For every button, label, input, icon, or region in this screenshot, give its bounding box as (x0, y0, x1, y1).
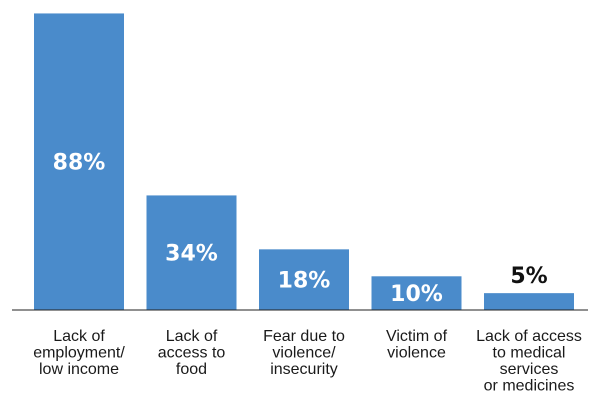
category-label-5: Lack of access to medical services or medic… (476, 328, 582, 395)
category-label-line: Fear due to (263, 328, 345, 345)
category-label-line: insecurity (270, 361, 338, 378)
category-label-line: access to (158, 345, 226, 362)
category-label-3: Fear due to violence/insecurity (263, 328, 345, 378)
category-label-line: or medicines (484, 378, 575, 395)
category-label-line: Victim of (386, 328, 448, 345)
category-label-line: Lack of access (476, 328, 582, 345)
category-label-line: employment/ (33, 345, 125, 362)
value-label-1: 88% (53, 151, 106, 176)
category-label-line: Lack of (166, 328, 218, 345)
bar-5 (484, 293, 574, 310)
category-label-line: violence (387, 345, 446, 362)
category-label-2: Lack of access to food (158, 328, 226, 378)
value-label-4: 10% (390, 282, 443, 307)
bar-3 (259, 249, 349, 310)
value-label-2: 34% (165, 242, 218, 267)
bar-1 (34, 13, 124, 310)
bars-group (34, 13, 574, 310)
category-label-line: violence/ (272, 345, 336, 362)
category-label-line: to medical (493, 345, 566, 362)
category-label-line: Lack of (53, 328, 105, 345)
category-label-line: services (500, 361, 559, 378)
category-label-4: Victim of violence (386, 328, 448, 362)
category-label-line: food (176, 361, 207, 378)
category-label-line: low income (39, 361, 119, 378)
value-label-5: 5% (510, 264, 547, 289)
bar-4 (371, 276, 462, 310)
category-label-1: Lack of employment/low income (33, 328, 125, 378)
value-label-3: 18% (278, 269, 331, 294)
value-labels-group: 88% 34% 18% 10% 5% (53, 151, 548, 307)
bar-2 (146, 195, 237, 310)
